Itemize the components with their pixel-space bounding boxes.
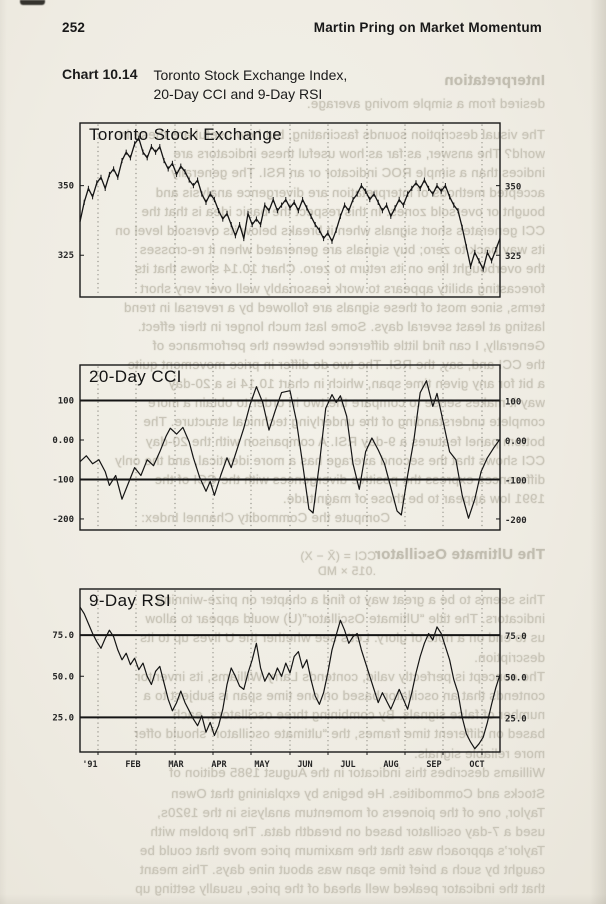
month-label: FEB [125,760,140,770]
chart-0-ylabel-left: 325 [58,251,74,261]
month-label: AUG [383,760,398,770]
chart-2-title: 9-Day RSI [89,591,171,610]
chart-0-ylabel-left: 350 [58,182,74,192]
page-header: 252 Martin Pring on Market Momentum [62,20,542,35]
caption-line-1: Toronto Stock Exchange Index, [153,67,348,83]
month-label: OCT [469,760,484,770]
chart-0-ylabel-right: 325 [505,252,521,262]
chart-0-title: Toronto Stock Exchange [89,125,282,144]
month-label: SEP [426,760,441,770]
month-label: APR [211,760,227,770]
chart-2-series-rsi [79,606,501,750]
chart-1-ylabel-left: 0.00 [52,436,74,446]
month-label: JUN [297,760,312,770]
chart-1-ylabel-right: -100 [505,476,527,486]
caption-text: Toronto Stock Exchange Index, 20-Day CCI… [153,66,347,104]
caption-line-2: 20-Day CCI and 9-Day RSI [153,86,323,102]
page-edge-shadow-right [590,0,606,904]
running-title: Martin Pring on Market Momentum [313,20,542,35]
scan-smudge [20,0,45,5]
month-label: MAY [254,760,270,770]
chart-0-ylabel-right: 350 [505,183,521,193]
caption-label: Chart 10.14 [62,66,138,82]
chart-1-ylabel-right: -200 [505,516,527,526]
chart-1-ylabel-left: -100 [52,475,74,485]
page-number: 252 [62,20,86,35]
chart-2-ylabel-left: 25.0 [52,713,74,723]
chart-1-frame [79,364,501,531]
chart-1-ylabel-right: 0.00 [505,437,527,447]
month-label: MAR [168,760,184,770]
page-edge-shadow-left [0,0,7,904]
month-label: JUL [340,760,355,770]
figure-caption: Chart 10.14 Toronto Stock Exchange Index… [62,66,347,104]
chart-2-ylabel-right: 25.0 [505,714,527,724]
chart-2-ylabel-right: 75.0 [505,632,527,642]
chart-2-ylabel-right: 50.0 [505,673,527,683]
chart-1-ylabel-left: -200 [52,515,74,525]
chart-1-ylabel-left: 100 [58,397,74,407]
chart-1-series-cci [79,380,501,519]
chart-2-ylabel-left: 50.0 [52,672,74,682]
chart-0-frame [79,122,501,298]
page-edge-shadow-bottom [0,894,606,904]
chart-2-ylabel-left: 75.0 [52,631,74,641]
chart-1-ylabel-right: 100 [505,398,521,408]
month-label: '91 [82,760,97,770]
chart-1-title: 20-Day CCI [89,367,182,386]
